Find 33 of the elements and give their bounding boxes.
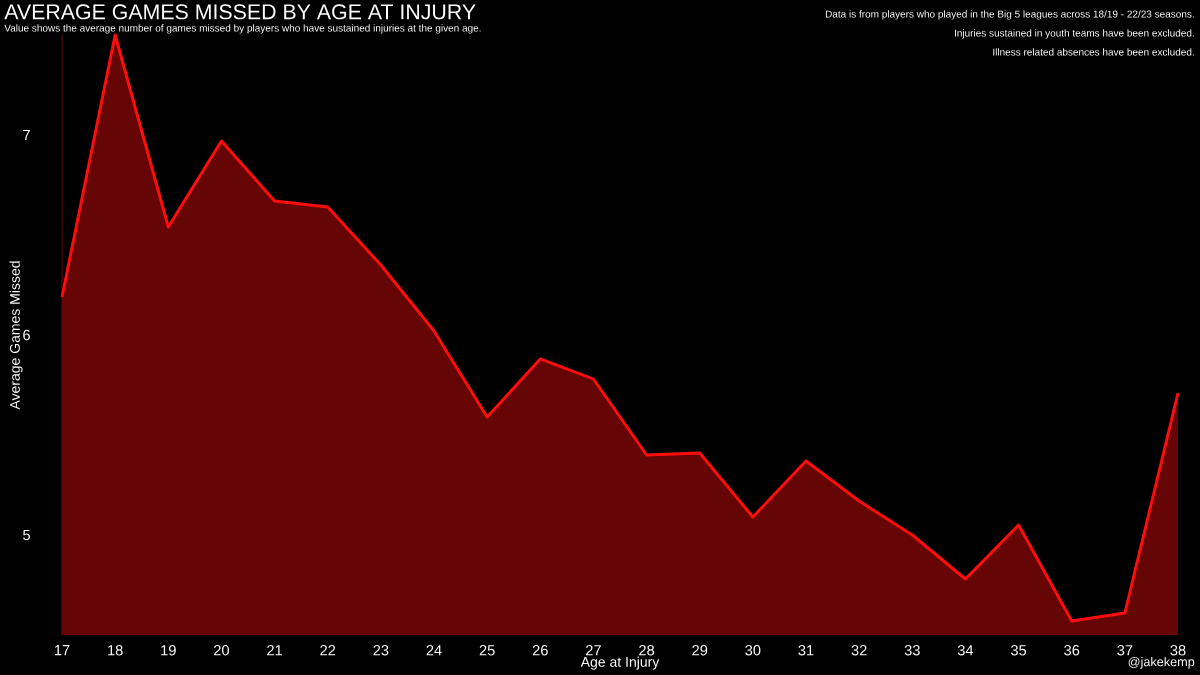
x-tick-label: 37	[1117, 645, 1133, 656]
x-tick-label: 25	[479, 645, 495, 656]
x-tick-label: 27	[586, 645, 601, 656]
x-tick-label: 34	[957, 645, 974, 656]
x-tick-label: 17	[54, 645, 70, 656]
x-tick-label: 29	[692, 645, 708, 656]
x-tick-label: 30	[745, 645, 761, 656]
x-tick-label: 24	[426, 645, 442, 656]
x-tick-label: 32	[851, 645, 867, 656]
x-tick-label: 35	[1010, 645, 1027, 656]
x-tick-label: 38	[1170, 645, 1186, 656]
text: @jakekemp	[1128, 656, 1195, 669]
x-tick-label: 31	[798, 645, 814, 656]
x-tick-label: 36	[1064, 645, 1080, 656]
chart-title: AVERAGE GAMES MISSED BY AGE AT INJURY	[4, 4, 476, 20]
x-tick-label: 19	[161, 645, 176, 656]
x-tick-label: 33	[904, 645, 920, 656]
chart-subtitle: Value shows the average number of games missed by players who have sustained injuries at the given age.	[4, 24, 481, 34]
x-tick-label: 22	[320, 645, 336, 656]
y-tick-label: 7	[23, 129, 30, 141]
x-tick-label: 23	[373, 645, 389, 656]
annotation: Injuries sustained in youth teams have been excluded.	[954, 29, 1194, 39]
text: Data is from players who played in the Big 5 leagues across 18/19 - 22/23 seasons.	[825, 10, 1194, 20]
x-tick-label: 28	[639, 645, 655, 656]
y-tick-label: 6	[23, 329, 30, 341]
y-tick-label: 5	[23, 529, 30, 541]
x-axis-title: Age at Injury	[580, 656, 660, 670]
x-tick-label: 18	[108, 645, 123, 656]
x-tick-label: 26	[532, 645, 548, 656]
x-tick-label: 20	[214, 645, 229, 656]
x-tick-label: 21	[267, 645, 283, 656]
y-axis-title: Average Games Missed	[9, 261, 23, 410]
annotation: Illness related absences have been excluded.	[993, 48, 1194, 56]
